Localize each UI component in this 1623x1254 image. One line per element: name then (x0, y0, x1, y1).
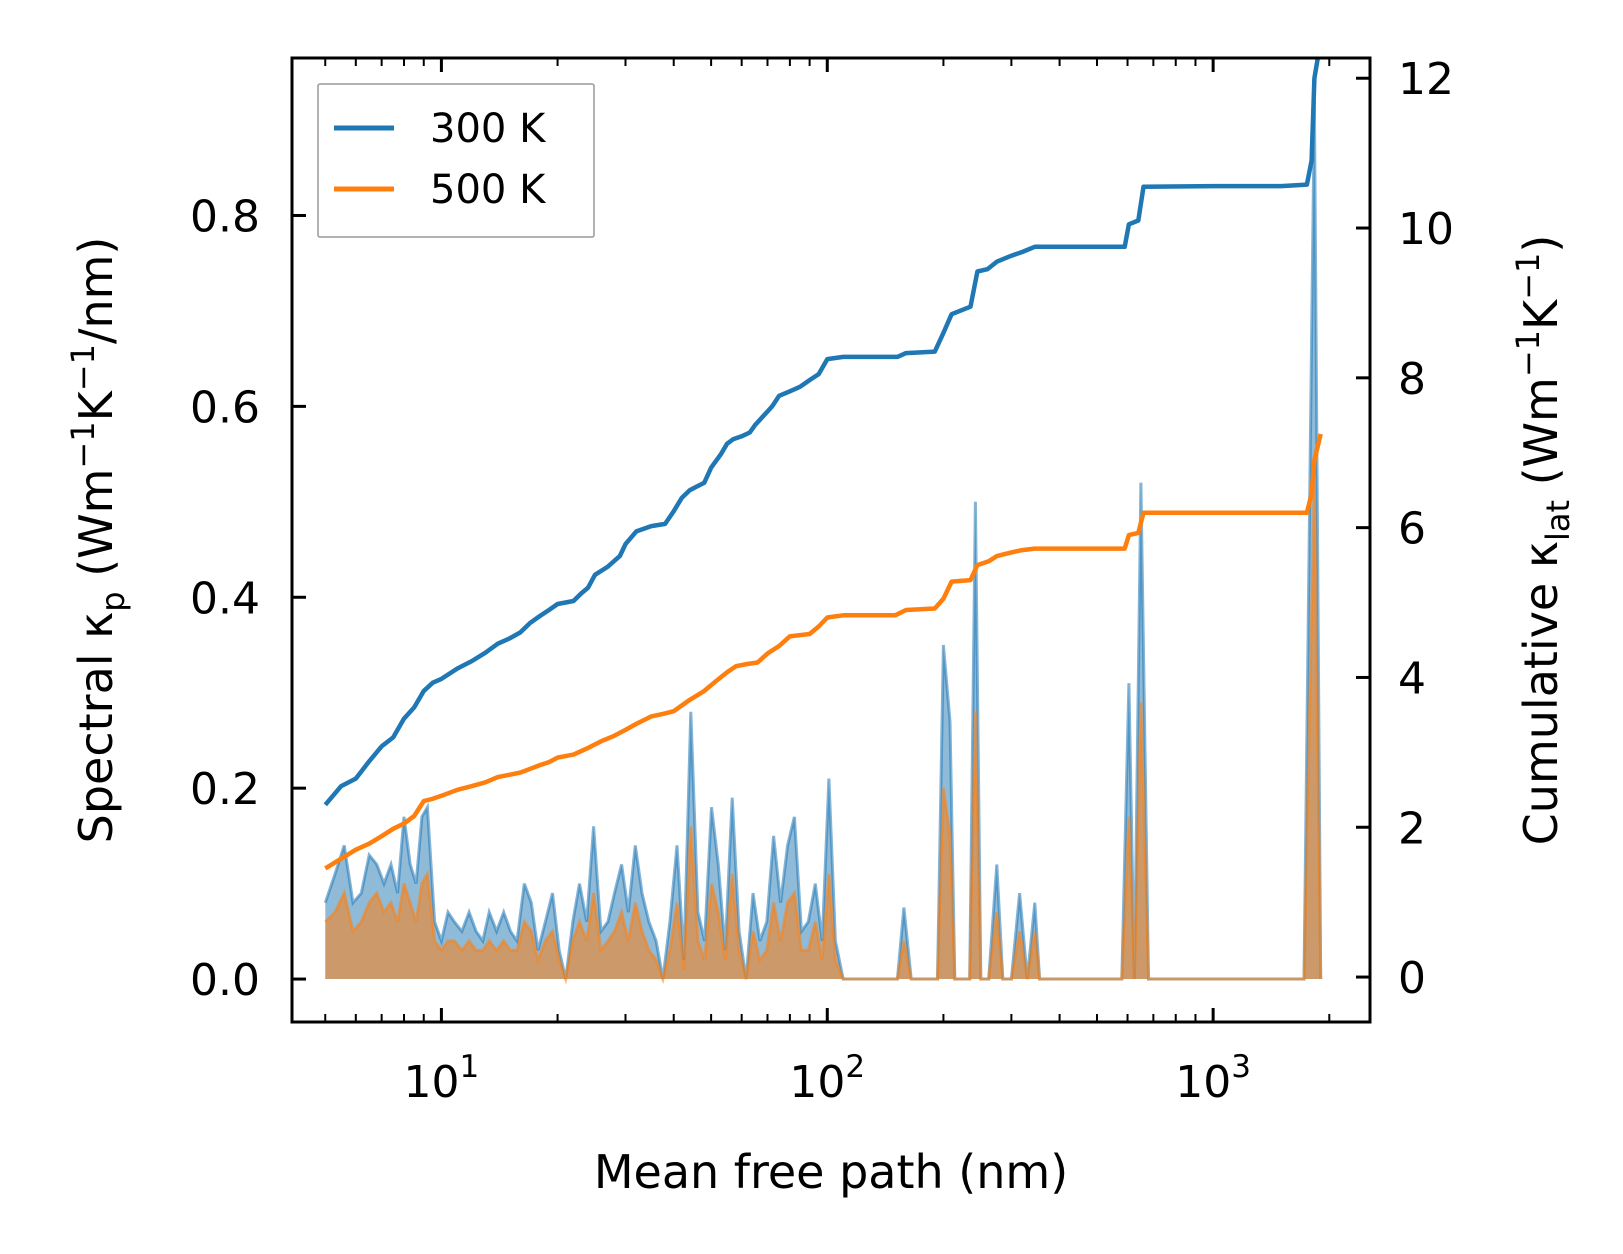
x-tick-label-exp: 1 (460, 1049, 480, 1085)
y-left-tick-label: 0.6 (190, 382, 260, 433)
y-left-tick-label: 0.8 (190, 191, 260, 242)
y-right-tick-label: 12 (1398, 54, 1454, 105)
cumulative-line-500k (324, 433, 1323, 871)
y-right-tick-label: 10 (1398, 204, 1454, 255)
x-tick-label-base: 10 (1175, 1057, 1231, 1108)
spectral-outline-300k (323, 100, 1323, 981)
y-right-label-mid: K (1514, 298, 1568, 330)
y-left-tick-label: 0.4 (190, 573, 260, 624)
x-tick-label-exp: 3 (1231, 1049, 1251, 1085)
y-right-label-unit-close: ) (1514, 235, 1568, 253)
cumulative-line-layer (323, 58, 1323, 871)
spectral-area-500k (325, 482, 1321, 979)
x-axis-label: Mean free path (nm) (594, 1145, 1068, 1199)
y-left-tick-label: 0.2 (190, 764, 260, 815)
legend-label-500k: 500 K (430, 167, 547, 213)
y-left-label-sub: p (94, 591, 132, 611)
y-left-label-mid: K (69, 389, 123, 421)
x-tick-label: 103 (1175, 1049, 1251, 1108)
cumulative-line-300k (323, 58, 1321, 807)
y-right-tick-label: 6 (1398, 504, 1426, 555)
y-right-tick-label: 0 (1398, 953, 1426, 1004)
y-left-label-unit-open: (Wm (69, 469, 123, 592)
x-tick-label-base: 10 (789, 1057, 845, 1108)
y-left-label-prefix: Spectral κ (69, 612, 123, 844)
y-right-label-prefix: Cumulative κ (1514, 541, 1568, 845)
legend-box (317, 83, 595, 238)
x-tick-label: 102 (789, 1049, 865, 1108)
y-right-tick-label: 8 (1398, 354, 1426, 405)
x-tick-label-base: 10 (404, 1057, 460, 1108)
y-right-label-sup1: −1 (1509, 330, 1547, 377)
x-tick-label-exp: 2 (845, 1049, 865, 1085)
y-left-label-sup1: −1 (64, 421, 102, 468)
y-right-tick-label: 4 (1398, 653, 1426, 704)
legend-label-300k: 300 K (430, 106, 547, 152)
x-tick-label: 101 (404, 1049, 480, 1108)
plot-frame (290, 56, 1372, 1024)
y-right-axis-label: Cumulative κlat (Wm−1K−1) (1509, 235, 1577, 846)
spectral-fill-layer (323, 100, 1323, 985)
y-right-label-sup2: −1 (1509, 253, 1547, 300)
y-right-label-unit-open: (Wm (1514, 377, 1568, 500)
legend: 300 K 500 K (317, 83, 595, 238)
y-right-label-sub: lat (1539, 500, 1577, 541)
y-left-axis-label: Spectral κp (Wm−1K−1/nm) (64, 237, 132, 844)
y-left-label-sup2: −1 (64, 344, 102, 391)
y-left-tick-label: 0.0 (190, 955, 260, 1006)
axis-ticks (292, 58, 1370, 1022)
spectral-outline-500k (324, 482, 1323, 985)
y-left-label-unit-close: /nm) (69, 237, 123, 344)
y-right-tick-label: 2 (1398, 803, 1426, 854)
